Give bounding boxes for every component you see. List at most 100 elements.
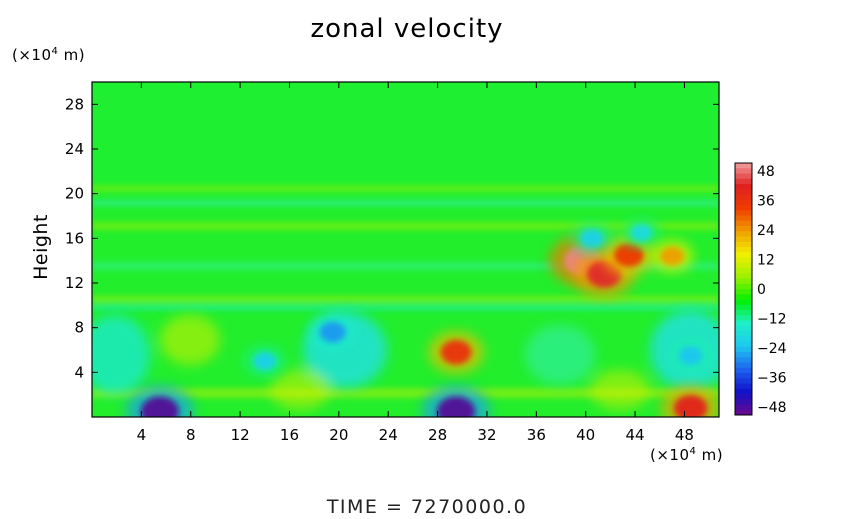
colorbar-swatch [735, 367, 752, 374]
band-yellow-upper [92, 186, 719, 191]
colorbar-swatch [735, 336, 752, 342]
x-tick-label: 28 [428, 426, 447, 444]
colorbar-swatch [735, 289, 752, 295]
band-yellow-mid [92, 222, 719, 230]
y-unit-label: (×104 m) [12, 46, 86, 64]
field-feature [571, 222, 613, 254]
x-tick-label: 40 [576, 426, 595, 444]
colorbar-swatch [735, 404, 752, 411]
colorbar-swatch [735, 189, 752, 195]
colorbar-swatch [735, 194, 752, 201]
colorbar-swatch [735, 399, 752, 405]
colorbar-swatch [735, 163, 752, 169]
blob-yellow-a [160, 315, 220, 365]
velocity-field [92, 82, 719, 417]
colorbar-swatch [735, 173, 752, 180]
x-tick-label: 48 [675, 426, 694, 444]
x-unit-label: (×104 m) [650, 446, 724, 464]
plot-frame [91, 81, 720, 418]
colorbar-tick-label: −48 [757, 400, 787, 416]
feature-core [660, 246, 685, 266]
y-tick-label: 12 [65, 274, 84, 292]
colorbar-swatch [735, 294, 752, 300]
feature-core [673, 394, 708, 417]
colorbar-swatch [735, 383, 752, 390]
feature-core [319, 321, 346, 343]
colorbar-swatch [735, 205, 752, 211]
colorbar-swatch [735, 215, 752, 222]
colorbar-tick-label: 24 [757, 223, 775, 239]
x-tick-label: 16 [280, 426, 299, 444]
colorbar-swatch [735, 226, 752, 232]
colorbar-frame [734, 162, 753, 416]
field-feature [660, 385, 719, 417]
band-cyan-lower [92, 305, 719, 310]
field-feature [650, 239, 694, 273]
colorbar-swatch [735, 241, 752, 248]
y-axis-label: Height [30, 214, 52, 280]
y-tick-label: 28 [65, 95, 84, 113]
colorbar-swatch [735, 278, 752, 285]
colorbar-swatch [735, 304, 752, 311]
colorbar-tick-label: −12 [757, 312, 787, 328]
field-feature [428, 331, 484, 374]
field-feature [309, 314, 357, 351]
colorbar-swatch [735, 388, 752, 395]
band-cyan-upper [92, 200, 719, 206]
field-feature [669, 339, 713, 372]
x-tick-label: 8 [186, 426, 196, 444]
colorbar-tick-label: 0 [757, 282, 766, 298]
x-axis: 4 8 12 16 20 24 28 32 36 40 44 48 [137, 82, 694, 444]
colorbar-swatch [735, 231, 752, 237]
x-tick-label: 20 [329, 426, 348, 444]
colorbar-swatch [735, 346, 752, 353]
colorbar-swatch [735, 373, 752, 379]
colorbar-swatch [735, 199, 752, 206]
colorbar-swatch [735, 262, 752, 269]
colorbar-swatch [735, 325, 752, 332]
feature-core [140, 396, 179, 417]
x-tick-label: 12 [231, 426, 250, 444]
field-feature [422, 385, 491, 417]
colorbar-swatch [735, 220, 752, 227]
colorbar-swatch [735, 362, 752, 369]
colorbar-swatch [735, 273, 752, 279]
features-layer [125, 218, 719, 417]
colorbar-swatch [735, 310, 752, 316]
colorbar-tick-label: 12 [757, 253, 775, 269]
colorbar-swatch [735, 299, 752, 306]
colorbar-swatch [735, 257, 752, 264]
colorbar-tick-label: −24 [757, 341, 787, 357]
colorbar-tick-label: 36 [757, 194, 775, 210]
time-readout: TIME = 7270000.0 [326, 496, 528, 518]
colorbar-swatch [735, 210, 752, 216]
colorbar-swatch [735, 341, 752, 348]
colorbar-swatch [735, 236, 752, 243]
band-cyan-mid [92, 262, 719, 270]
colorbar-swatch [735, 394, 752, 400]
x-tick-label: 44 [626, 426, 645, 444]
feature-core [437, 396, 476, 417]
field-feature [244, 345, 286, 377]
blob-cyan-left [92, 315, 150, 395]
blob-yellow-c [590, 370, 650, 410]
colorbar: 48 36 24 12 0 −12 −24 −36 −48 [734, 162, 787, 416]
colorbar-swatch [735, 409, 752, 416]
y-tick-label: 4 [74, 363, 84, 381]
band-texture [92, 186, 719, 398]
field-feature [125, 385, 194, 417]
colorbar-swatch [735, 331, 752, 337]
y-tick-label: 8 [74, 319, 84, 337]
colorbar-swatch [735, 268, 752, 274]
chart-title: zonal velocity [310, 14, 504, 44]
colorbar-swatch [735, 378, 752, 384]
colorbar-swatch [735, 283, 752, 290]
x-tick-label: 32 [477, 426, 496, 444]
band-yellow-bottom [92, 388, 719, 398]
colorbar-swatch [735, 168, 752, 174]
colorbar-swatch [735, 178, 752, 185]
feature-core [613, 243, 644, 267]
colorbar-swatch [735, 252, 752, 258]
x-tick-label: 36 [527, 426, 546, 444]
